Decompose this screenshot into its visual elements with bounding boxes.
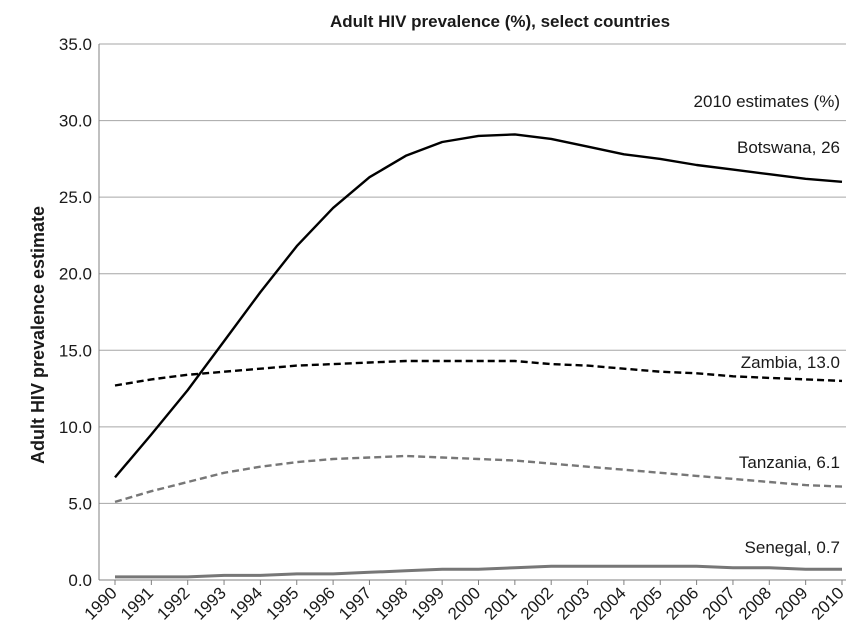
series-end-labels: Botswana, 26 Zambia, 13.0 Tanzania, 6.1 Sen…: [737, 138, 840, 557]
x-tick-label: 1991: [117, 583, 157, 623]
series-line-zambia: [114, 359, 843, 387]
axes: [98, 44, 846, 585]
x-tick-label: 1994: [226, 583, 266, 623]
x-tick-label: 2006: [662, 583, 702, 623]
y-tick-labels: 0.0 5.0 10.0 15.0 20.0 25.0 30.0 35.0: [59, 35, 92, 590]
x-tick-label: 2009: [771, 583, 811, 623]
series-line-senegal: [115, 564, 842, 579]
x-tick-label: 2002: [517, 583, 557, 623]
x-tick-label: 1998: [371, 583, 411, 623]
series-label-senegal: Senegal, 0.7: [745, 538, 840, 557]
y-tick-label: 30.0: [59, 112, 92, 131]
y-tick-label: 5.0: [68, 494, 92, 513]
x-tick-label: 1997: [335, 583, 375, 623]
x-tick-label: 2010: [808, 583, 848, 623]
x-tick-label: 1995: [262, 583, 302, 623]
annotation-header: 2010 estimates (%): [694, 92, 840, 111]
y-tick-label: 20.0: [59, 265, 92, 284]
series-line-botswana: [114, 133, 843, 479]
y-axis-label: Adult HIV prevalence estimate: [28, 206, 48, 464]
y-tick-label: 15.0: [59, 341, 92, 360]
y-tick-label: 0.0: [68, 571, 92, 590]
x-tick-label: 1999: [408, 583, 448, 623]
x-tick-label: 2004: [590, 583, 630, 623]
series-lines: [114, 133, 843, 579]
x-tick-labels: 1990199119921993199419951996199719981999…: [81, 583, 848, 623]
y-tick-label: 10.0: [59, 418, 92, 437]
chart-title: Adult HIV prevalence (%), select countri…: [330, 12, 670, 31]
series-label-botswana: Botswana, 26: [737, 138, 840, 157]
x-tick-label: 2007: [699, 583, 739, 623]
gridlines: [99, 43, 846, 504]
x-tick-label: 1992: [153, 583, 193, 623]
x-tick-label: 2000: [444, 583, 484, 623]
series-label-zambia: Zambia, 13.0: [741, 353, 840, 372]
y-tick-label: 35.0: [59, 35, 92, 54]
y-tick-label: 25.0: [59, 188, 92, 207]
series-label-tanzania: Tanzania, 6.1: [739, 453, 840, 472]
x-tick-label: 2003: [553, 583, 593, 623]
x-tick-label: 1996: [299, 583, 339, 623]
x-tick-label: 2001: [480, 583, 520, 623]
x-tick-label: 2008: [735, 583, 775, 623]
x-tick-label: 2005: [626, 583, 666, 623]
series-line-tanzania: [114, 454, 843, 504]
x-tick-label: 1993: [190, 583, 230, 623]
